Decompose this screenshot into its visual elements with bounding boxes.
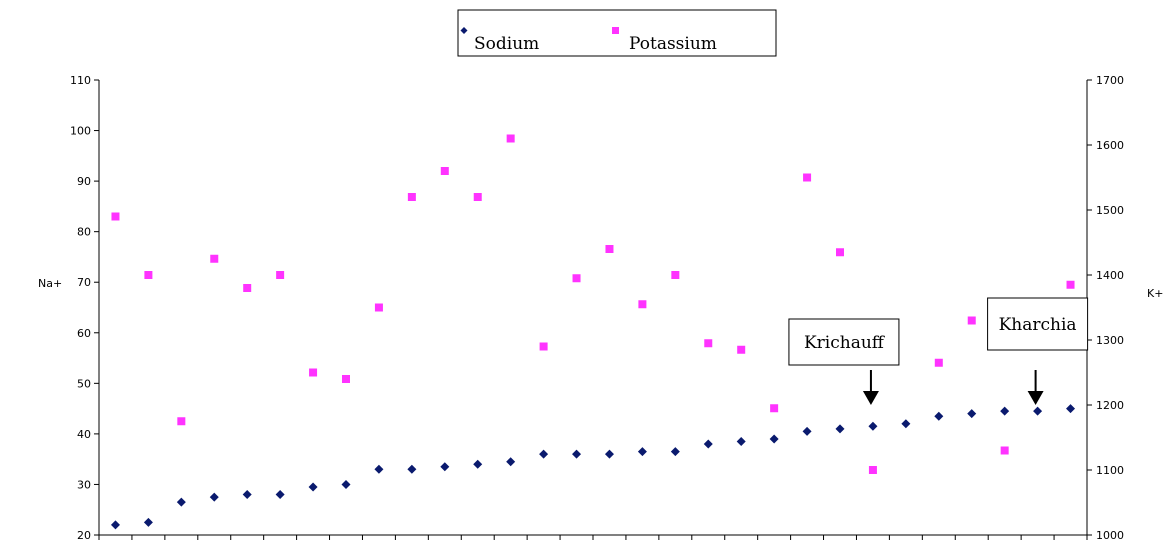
legend-sodium-marker — [460, 27, 468, 34]
annotation-arrow-head — [1027, 391, 1044, 405]
sodium-point — [242, 490, 252, 500]
potassium-point — [440, 167, 449, 175]
sodium-point — [1033, 406, 1043, 416]
sodium-point — [473, 459, 483, 469]
sodium-point — [308, 482, 318, 492]
potassium-point — [934, 358, 943, 367]
left-tick-label: 90 — [77, 175, 91, 188]
right-tick-label: 1000 — [1096, 529, 1124, 541]
sodium-point — [604, 449, 614, 459]
potassium-point — [144, 271, 153, 279]
sodium-point — [539, 449, 549, 459]
left-tick-label: 70 — [77, 276, 91, 289]
potassium-point — [374, 303, 383, 312]
annotation-label: Krichauff — [804, 333, 886, 353]
potassium-point — [1000, 446, 1009, 455]
potassium-point — [803, 173, 812, 182]
left-tick-label: 40 — [77, 428, 91, 441]
potassium-point — [868, 466, 877, 474]
right-tick-label: 1400 — [1096, 269, 1124, 282]
potassium-point — [210, 254, 219, 263]
sodium-point — [275, 490, 285, 500]
potassium-point — [737, 345, 746, 354]
potassium-point — [177, 417, 186, 426]
sodium-point — [835, 424, 845, 434]
potassium-point — [572, 274, 581, 283]
annotation-arrow-head — [862, 391, 879, 405]
annotations: Krichauff Kharchia — [788, 297, 1089, 405]
sodium-point — [572, 449, 582, 459]
potassium-point — [836, 248, 844, 257]
tick-labels: 20 30 40 50 60 70 80 90 100 110 1000 1100 1200 1300 14… — [38, 74, 1163, 541]
left-tick-label: 80 — [77, 226, 91, 239]
potassium-point — [342, 375, 350, 383]
potassium-point — [770, 404, 779, 413]
right-tick-label: 1100 — [1096, 464, 1124, 477]
potassium-point — [967, 316, 976, 325]
left-tick-label: 20 — [77, 529, 91, 541]
legend-potassium-marker — [612, 27, 619, 34]
left-tick-label: 50 — [77, 377, 91, 390]
right-tick-label: 1500 — [1096, 204, 1124, 217]
left-tick-label: 30 — [77, 478, 91, 491]
sodium-point — [506, 457, 516, 467]
legend: Sodium Potassium — [457, 9, 777, 57]
potassium-point — [506, 134, 515, 143]
left-axis-title: Na+ — [38, 277, 62, 290]
sodium-point — [736, 436, 746, 446]
right-tick-label: 1300 — [1096, 334, 1124, 347]
potassium-point — [1066, 280, 1075, 289]
sodium-point — [1066, 404, 1076, 414]
right-axis-title: K+ — [1147, 287, 1163, 300]
annotation-box — [788, 318, 900, 366]
sodium-point — [1000, 406, 1010, 416]
left-tick-label: 100 — [70, 125, 91, 138]
legend-potassium-label: Potassium — [629, 34, 717, 54]
sodium-point — [176, 497, 186, 507]
axes — [94, 79, 1092, 540]
potassium-point — [638, 300, 647, 309]
potassium-point — [276, 271, 285, 279]
sodium-point — [868, 421, 878, 431]
legend-sodium-label: Sodium — [474, 34, 539, 54]
sodium-point — [374, 464, 384, 474]
sodium-point — [934, 411, 944, 421]
potassium-point — [473, 193, 482, 201]
potassium-point — [111, 212, 120, 221]
sodium-point — [769, 434, 779, 444]
sodium-point — [341, 479, 351, 489]
sodium-point — [901, 419, 911, 429]
potassium-point — [243, 284, 252, 292]
annotation-label: Kharchia — [999, 315, 1077, 335]
data-points — [110, 134, 1076, 530]
potassium-point — [309, 368, 318, 377]
sodium-point — [703, 439, 713, 449]
annotation-box — [987, 297, 1089, 351]
sodium-point — [802, 426, 812, 436]
left-tick-label: 110 — [70, 74, 91, 87]
left-tick-label: 60 — [77, 327, 91, 340]
right-tick-label: 1600 — [1096, 139, 1124, 152]
sodium-point — [143, 517, 153, 527]
sodium-point — [670, 447, 680, 457]
right-tick-label: 1700 — [1096, 74, 1124, 87]
sodium-point — [209, 492, 219, 502]
potassium-point — [671, 271, 680, 279]
potassium-point — [704, 339, 713, 348]
potassium-point — [407, 193, 416, 201]
sodium-point — [440, 462, 450, 472]
sodium-point — [967, 409, 977, 419]
potassium-point — [539, 342, 548, 351]
right-tick-label: 1200 — [1096, 399, 1124, 412]
potassium-point — [605, 245, 614, 253]
sodium-point — [637, 447, 647, 457]
sodium-point — [407, 464, 417, 474]
sodium-point — [110, 520, 120, 530]
